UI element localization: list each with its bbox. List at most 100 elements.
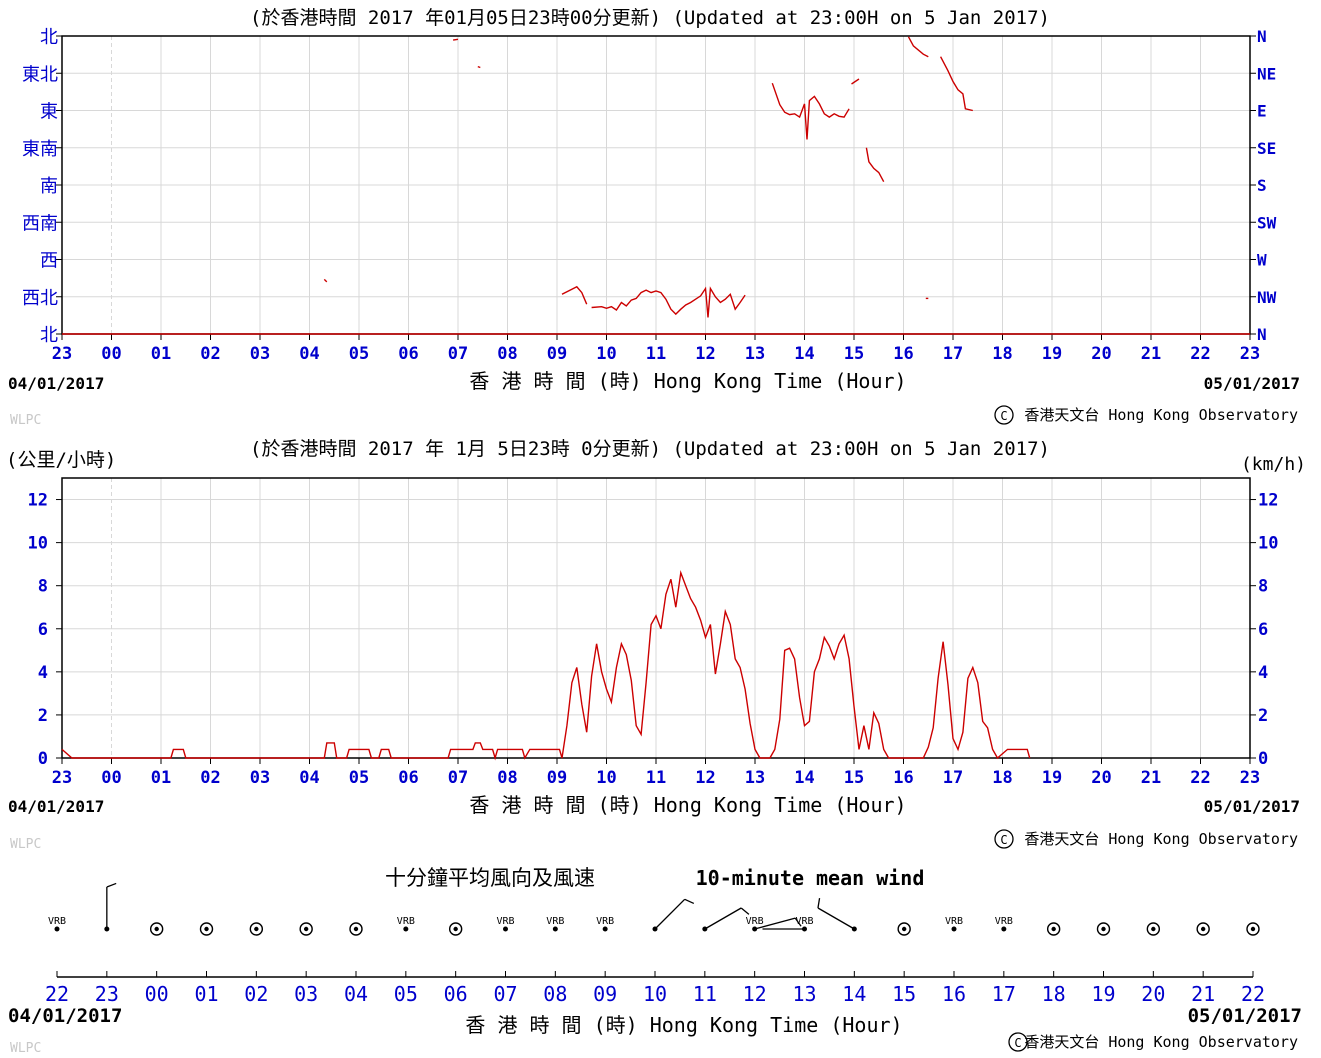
calm-wind-marker [448, 922, 463, 936]
direction-date-end: 05/01/2017 [1204, 374, 1300, 393]
speed-left-tick-label: 12 [28, 491, 48, 511]
mean-wind-x-tick-label: 20 [1141, 982, 1165, 1006]
wind-station-dot [552, 926, 558, 932]
mean-wind-x-tick-label: 19 [1091, 982, 1115, 1006]
mean-wind-x-axis-title: 香 港 時 間 (時) Hong Kong Time (Hour) [465, 1013, 902, 1037]
calm-wind-marker [1096, 922, 1111, 936]
direction-right-tick-label: SE [1257, 139, 1276, 158]
speed-x-tick-label: 15 [844, 768, 864, 788]
mean-wind-observations: VRB VRB VRB VRB VRB VRB VRB VRB VRB [48, 882, 1260, 936]
mean-wind-x-tick-label: 16 [942, 982, 966, 1006]
mean-wind-x-tick-label: 13 [792, 982, 816, 1006]
mean-wind-x-tick-label: 17 [992, 982, 1016, 1006]
speed-x-axis-title: 香 港 時 間 (時) Hong Kong Time (Hour) [469, 793, 906, 817]
calm-wind-marker-dot [453, 926, 458, 932]
direction-x-tick-label: 05 [349, 344, 369, 364]
speed-x-tick-label: 02 [200, 768, 220, 788]
direction-left-tick-label: 東南 [22, 139, 58, 160]
variable-wind-label: VRB [546, 916, 564, 927]
variable-wind-label: VRB [397, 916, 415, 927]
wind-barb-shaft [817, 907, 855, 930]
calm-wind-marker [1196, 922, 1210, 936]
speed-x-tick-label: 12 [695, 768, 715, 788]
direction-x-tick-label: 22 [1190, 344, 1210, 364]
direction-x-tick-label: 10 [596, 344, 616, 364]
direction-x-tick-label: 23 [52, 344, 72, 364]
speed-watermark: WLPC [10, 837, 41, 852]
speed-right-tick-label: 12 [1258, 491, 1278, 511]
direction-right-tick-label: NW [1257, 288, 1277, 307]
wind-direction-chart: (於香港時間 2017 年01月05日23時00分更新) (Updated at… [8, 7, 1300, 428]
direction-right-tick-label: SW [1257, 213, 1277, 232]
direction-x-tick-label: 08 [497, 344, 517, 364]
wind-station-dot [602, 926, 608, 932]
calm-wind-marker [1046, 922, 1061, 936]
calm-wind-marker-dot [1200, 926, 1206, 932]
direction-left-tick-label: 南 [40, 176, 58, 197]
direction-x-tick-label: 11 [646, 344, 666, 364]
speed-left-tick-label: 8 [38, 577, 48, 597]
wind-station-dot [503, 926, 508, 932]
direction-series-segment [323, 278, 328, 283]
direction-x-tick-label: 00 [101, 344, 121, 364]
calm-wind-marker-dot [303, 926, 309, 932]
mean-wind-credit: 香港天文台 Hong Kong Observatory [1024, 1033, 1298, 1051]
mean-wind-x-tick-label: 04 [344, 982, 368, 1006]
speed-x-tick-label: 13 [745, 768, 765, 788]
speed-right-tick-label: 6 [1258, 620, 1268, 640]
calm-wind-marker-dot [1250, 926, 1256, 932]
direction-series-segment [939, 56, 973, 112]
speed-x-tick-label: 04 [299, 768, 319, 788]
mean-wind-date-start: 04/01/2017 [8, 1005, 122, 1027]
direction-x-tick-label: 02 [200, 344, 220, 364]
speed-series [61, 570, 1031, 761]
wind-barb-shaft [704, 907, 742, 930]
speed-x-tick-label: 22 [1190, 768, 1210, 788]
direction-chart-title: (於香港時間 2017 年01月05日23時00分更新) (Updated at… [250, 7, 1050, 29]
calm-wind-marker [897, 922, 911, 936]
speed-x-tick-label: 21 [1141, 768, 1161, 788]
direction-right-axis-labels: N NW W SW S SE E NE N [1250, 27, 1277, 344]
speed-x-tick-label: 09 [547, 768, 567, 788]
calm-wind-marker [1146, 922, 1161, 936]
copyright-icon-glyph: C [1000, 833, 1007, 847]
wind-station-dot [54, 926, 60, 932]
speed-x-tick-label: 05 [349, 768, 369, 788]
mean-wind-x-tick-label: 14 [842, 982, 866, 1006]
direction-x-tick-label: 17 [943, 344, 963, 364]
mean-wind-x-tick-label: 06 [444, 982, 468, 1006]
speed-x-tick-label: 23 [52, 768, 72, 788]
direction-x-tick-label: 15 [844, 344, 864, 364]
mean-wind-x-tick-label: 23 [95, 982, 119, 1006]
direction-x-tick-label: 09 [547, 344, 567, 364]
direction-x-tick-label: 19 [1042, 344, 1062, 364]
direction-x-tick-label: 04 [299, 344, 319, 364]
direction-x-tick-label: 06 [398, 344, 418, 364]
wind-station-dot [951, 926, 957, 932]
direction-series-segment [771, 82, 850, 140]
direction-left-tick-label: 北 [40, 325, 58, 346]
direction-x-axis-title: 香 港 時 間 (時) Hong Kong Time (Hour) [469, 369, 906, 393]
variable-wind-label: VRB [746, 916, 764, 927]
direction-x-tick-label: 20 [1091, 344, 1111, 364]
speed-x-tick-label: 18 [992, 768, 1012, 788]
direction-left-tick-label: 東北 [22, 64, 58, 85]
direction-left-tick-label: 西 [40, 251, 58, 272]
direction-x-tick-label: 03 [250, 344, 270, 364]
speed-credit: 香港天文台 Hong Kong Observatory [1024, 830, 1298, 848]
direction-x-tick-label: 12 [695, 344, 715, 364]
direction-series-segment [591, 286, 746, 318]
direction-left-tick-label: 西南 [22, 213, 58, 234]
mean-wind-x-tick-label: 22 [1241, 982, 1265, 1006]
speed-x-tick-label: 20 [1091, 768, 1111, 788]
direction-series-segment [452, 38, 459, 41]
mean-wind-x-tick-label: 07 [493, 982, 517, 1006]
wind-station-dot [1001, 926, 1007, 932]
direction-right-tick-label: S [1257, 176, 1267, 195]
mean-wind-x-tick-label: 05 [394, 982, 418, 1006]
speed-left-unit-label: (公里/小時) [6, 449, 116, 471]
copyright-icon-glyph: C [1014, 1036, 1021, 1050]
direction-right-tick-label: E [1257, 102, 1267, 121]
